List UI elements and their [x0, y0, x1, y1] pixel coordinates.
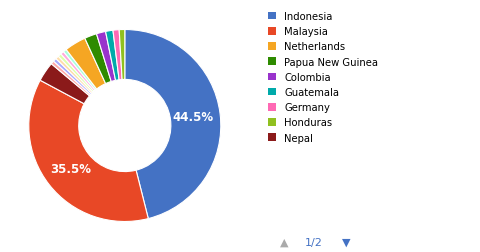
Wedge shape [85, 35, 111, 84]
Legend: Indonesia, Malaysia, Netherlands, Papua New Guinea, Colombia, Guatemala, Germany: Indonesia, Malaysia, Netherlands, Papua … [266, 10, 380, 145]
Wedge shape [63, 50, 96, 91]
Text: ▲: ▲ [280, 237, 288, 247]
Wedge shape [40, 65, 90, 104]
Wedge shape [54, 59, 92, 95]
Wedge shape [56, 57, 93, 94]
Wedge shape [119, 30, 125, 80]
Wedge shape [59, 55, 94, 93]
Text: 1/2: 1/2 [305, 237, 323, 247]
Text: 35.5%: 35.5% [50, 162, 91, 175]
Wedge shape [66, 39, 106, 90]
Text: ▼: ▼ [342, 237, 350, 247]
Wedge shape [61, 52, 96, 92]
Wedge shape [96, 32, 116, 82]
Wedge shape [51, 62, 91, 97]
Wedge shape [113, 30, 122, 80]
Wedge shape [125, 30, 221, 219]
Wedge shape [29, 81, 148, 222]
Wedge shape [106, 31, 119, 81]
Text: 44.5%: 44.5% [173, 111, 214, 124]
